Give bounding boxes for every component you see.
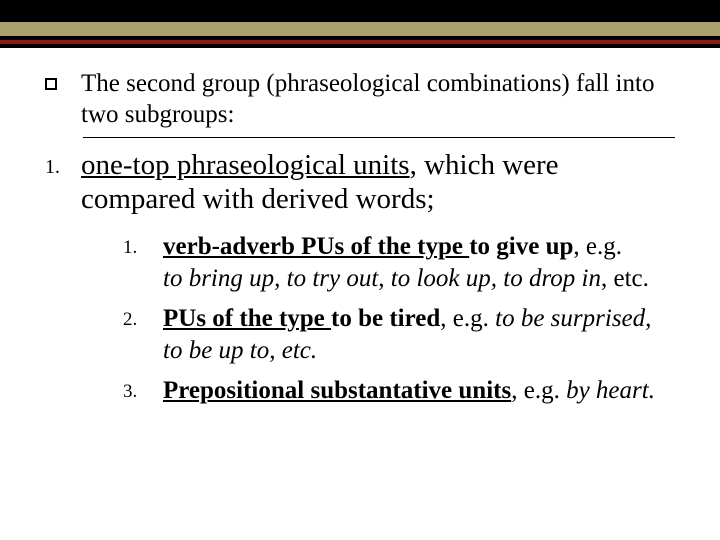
inner-item-1: 1. verb-adverb PUs of the type to give u… bbox=[123, 231, 675, 295]
intro-row: The second group (phraseological combina… bbox=[45, 68, 675, 131]
header-band-olive bbox=[0, 22, 720, 36]
s3-tail-i: by heart. bbox=[566, 377, 655, 404]
inner-item-2: 2. PUs of the type to be tired, e.g. to … bbox=[123, 303, 675, 367]
list-item-1: 1. one-top phraseological units, which w… bbox=[45, 148, 675, 218]
list-1-lead: one-top phraseological units bbox=[81, 149, 410, 181]
slide-content: The second group (phraseological combina… bbox=[0, 48, 720, 407]
s2-lead: PUs of the type bbox=[163, 305, 331, 332]
intro-underline bbox=[83, 137, 675, 138]
s1-after-plain: , e.g. bbox=[573, 233, 622, 260]
header-band bbox=[0, 0, 720, 48]
header-band-maroon bbox=[0, 40, 720, 44]
s2-after-b: to be tired bbox=[331, 305, 440, 332]
inner-marker-3: 3. bbox=[123, 381, 141, 403]
inner-text-1: verb-adverb PUs of the type to give up, … bbox=[163, 231, 649, 295]
list-text-1: one-top phraseological units, which were… bbox=[81, 148, 675, 218]
s1-after-b: to give up bbox=[469, 233, 573, 260]
inner-text-2: PUs of the type to be tired, e.g. to be … bbox=[163, 303, 675, 367]
s3-lead: Prepositional substantative units bbox=[163, 377, 511, 404]
inner-list: 1. verb-adverb PUs of the type to give u… bbox=[123, 231, 675, 407]
inner-marker-1: 1. bbox=[123, 237, 141, 259]
list-marker-1: 1. bbox=[45, 156, 59, 179]
s2-after-plain: , e.g. bbox=[440, 305, 495, 332]
s1-line2-plain: , etc. bbox=[601, 265, 649, 292]
inner-text-3: Prepositional substantative units, e.g. … bbox=[163, 375, 655, 407]
square-bullet-icon bbox=[45, 78, 57, 90]
s1-lead: verb-adverb PUs of the type bbox=[163, 233, 469, 260]
inner-marker-2: 2. bbox=[123, 309, 141, 331]
s3-after-plain: , e.g. bbox=[511, 377, 566, 404]
s1-line2-i: to bring up, to try out, to look up, to … bbox=[163, 265, 601, 292]
intro-text: The second group (phraseological combina… bbox=[81, 68, 675, 131]
inner-item-3: 3. Prepositional substantative units, e.… bbox=[123, 375, 675, 407]
